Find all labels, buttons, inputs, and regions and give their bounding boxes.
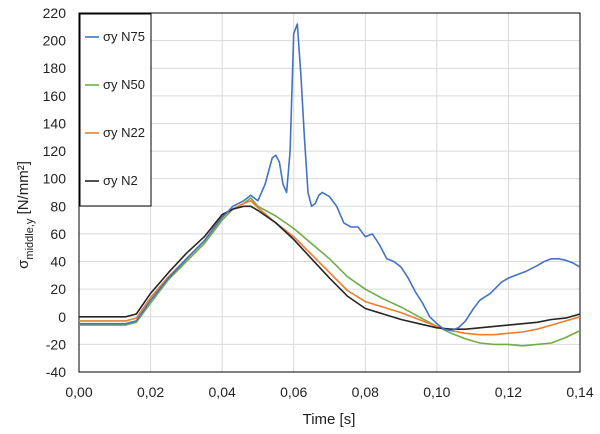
y-axis-title: σmiddle,y [N/mm²]: [15, 161, 36, 269]
x-tick-label: 0,14: [566, 384, 593, 400]
series-line-n75: [79, 23, 581, 332]
x-tick-label: 0,10: [423, 384, 450, 400]
x-tick-label: 0,12: [495, 384, 522, 400]
series-line-n2: [79, 205, 581, 331]
legend-label-n50: σy N50: [103, 77, 145, 92]
legend-label-n75: σy N75: [103, 29, 145, 44]
x-axis-title: Time [s]: [303, 411, 356, 428]
y-tick-label: 100: [43, 171, 67, 187]
y-tick-label: 0: [58, 309, 66, 325]
y-tick-label: 20: [50, 281, 66, 297]
series-line-n50: [79, 197, 581, 347]
x-tick-label: 0,02: [137, 384, 164, 400]
series-lines: [79, 23, 581, 347]
y-axis-title-symbol: σ: [15, 259, 32, 269]
y-tick-label: 180: [43, 60, 67, 76]
y-tick-label: -40: [46, 364, 66, 380]
y-axis-ticks: -40 -20 0 20 40 60 80 100 120 140 160 180 200 220: [43, 5, 67, 380]
y-tick-label: 120: [43, 143, 67, 159]
y-tick-label: 160: [43, 88, 67, 104]
y-tick-label: 140: [43, 115, 67, 131]
y-tick-label: 40: [50, 254, 66, 270]
legend-label-n2: σy N2: [103, 173, 138, 188]
legend: σy N75 σy N50 σy N22 σy N2: [79, 13, 152, 207]
y-tick-label: 60: [50, 226, 66, 242]
x-tick-label: 0,06: [280, 384, 307, 400]
y-tick-label: 200: [43, 33, 67, 49]
x-tick-label: 0,04: [209, 384, 236, 400]
x-axis-ticks: 0,00 0,02 0,04 0,06 0,08 0,10 0,12 0,14: [65, 384, 593, 400]
y-tick-label: -20: [46, 336, 66, 352]
plot-area-border: [78, 12, 581, 373]
y-tick-label: 220: [43, 5, 67, 21]
legend-label-n22: σy N22: [103, 125, 145, 140]
legend-box: [79, 13, 152, 207]
y-axis-title-unit: [N/mm²]: [15, 161, 32, 219]
y-axis-title-subscript: middle,y: [24, 218, 36, 259]
x-tick-label: 0,08: [352, 384, 379, 400]
x-tick-label: 0,00: [65, 384, 92, 400]
y-tick-label: 80: [50, 198, 66, 214]
